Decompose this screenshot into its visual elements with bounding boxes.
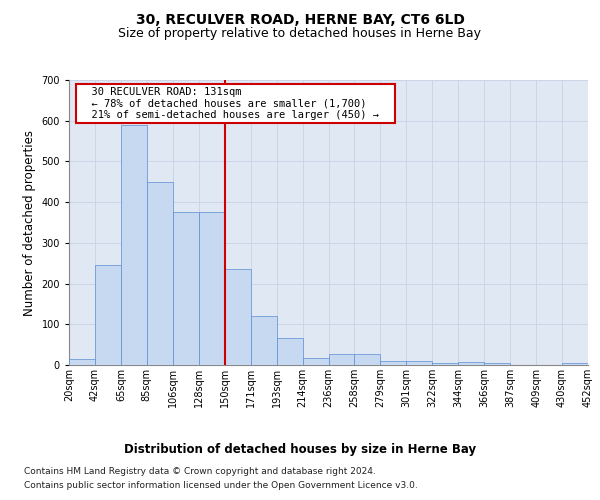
Text: Contains HM Land Registry data © Crown copyright and database right 2024.: Contains HM Land Registry data © Crown c… [24,468,376,476]
Bar [173,212,199,365]
Bar [69,359,95,365]
Bar [406,361,432,365]
Bar [562,363,588,365]
Text: 30 RECULVER ROAD: 131sqm  
  ← 78% of detached houses are smaller (1,700)  
  21: 30 RECULVER ROAD: 131sqm ← 78% of detach… [79,87,392,120]
Text: Contains public sector information licensed under the Open Government Licence v3: Contains public sector information licen… [24,481,418,490]
Bar [277,338,302,365]
Bar [355,354,380,365]
Bar [484,363,510,365]
Bar [329,354,355,365]
Bar [251,316,277,365]
Bar [433,363,458,365]
Y-axis label: Number of detached properties: Number of detached properties [23,130,36,316]
Bar [380,361,406,365]
Bar [199,212,224,365]
Bar [458,362,484,365]
Bar [225,270,251,365]
Bar [147,182,173,365]
Text: Size of property relative to detached houses in Herne Bay: Size of property relative to detached ho… [119,28,482,40]
Bar [302,358,329,365]
Text: Distribution of detached houses by size in Herne Bay: Distribution of detached houses by size … [124,442,476,456]
Bar [121,125,147,365]
Bar [95,265,121,365]
Text: 30, RECULVER ROAD, HERNE BAY, CT6 6LD: 30, RECULVER ROAD, HERNE BAY, CT6 6LD [136,12,464,26]
